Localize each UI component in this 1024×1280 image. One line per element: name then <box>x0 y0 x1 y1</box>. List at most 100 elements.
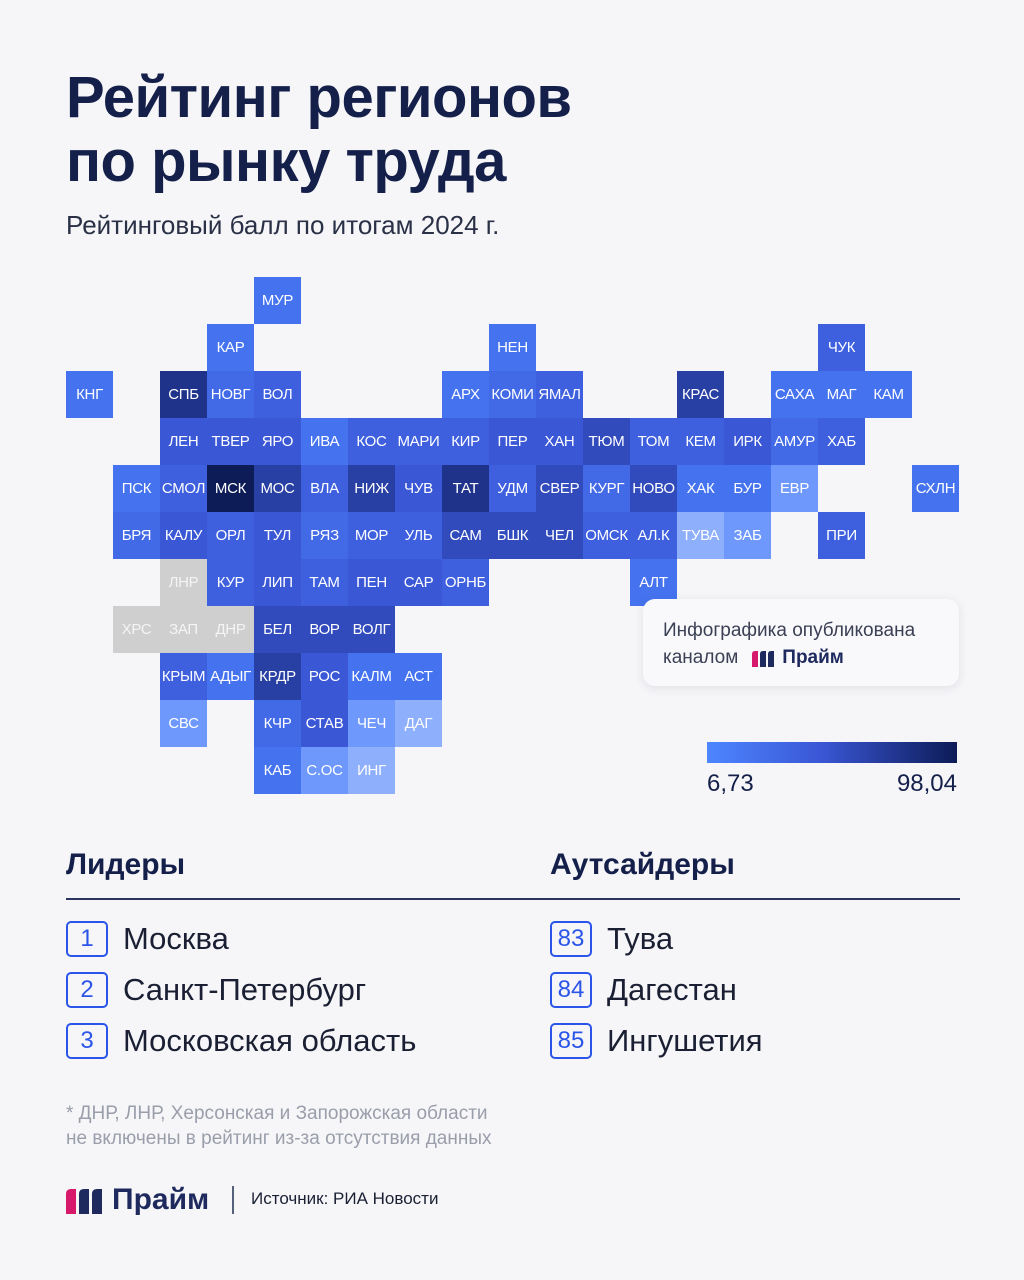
color-scale-bar <box>707 742 957 763</box>
region-tile: ЗАБ <box>724 512 771 559</box>
region-tile: ЛЕН <box>160 418 207 465</box>
prime-logo-small: Прайм <box>752 644 844 671</box>
region-tile: ЧУВ <box>395 465 442 512</box>
region-tile: ВЛА <box>301 465 348 512</box>
region-tile: БРЯ <box>113 512 160 559</box>
region-tile: ДАГ <box>395 700 442 747</box>
region-tile: КРЫМ <box>160 653 207 700</box>
region-tile: ТАТ <box>442 465 489 512</box>
region-tile: МАГ <box>818 371 865 418</box>
region-tile: ПЕР <box>489 418 536 465</box>
region-tile: ДНР <box>207 606 254 653</box>
prime-logo: Прайм <box>66 1183 209 1217</box>
region-tile: КАЛУ <box>160 512 207 559</box>
region-tile: КУРГ <box>583 465 630 512</box>
region-tile: ТВЕР <box>207 418 254 465</box>
scale-max-label: 98,04 <box>896 770 957 797</box>
region-name: Дагестан <box>607 972 737 1007</box>
region-tile: УДМ <box>489 465 536 512</box>
region-tile: КОС <box>348 418 395 465</box>
region-tile: ЯРО <box>254 418 301 465</box>
region-tile: ИНГ <box>348 747 395 794</box>
region-name: Санкт-Петербург <box>123 972 367 1007</box>
region-tile: ХАК <box>677 465 724 512</box>
footer-brand: Прайм <box>112 1183 210 1216</box>
region-tile: БУР <box>724 465 771 512</box>
region-tile: САМ <box>442 512 489 559</box>
region-tile: ЧЕЧ <box>348 700 395 747</box>
region-tile: ТУВА <box>677 512 724 559</box>
leader-row: 3 Московская область <box>66 1023 416 1059</box>
title-line-1: Рейтинг регионов <box>66 65 572 130</box>
region-tile: ОРЛ <box>207 512 254 559</box>
badge-line-2: каналом Прайм <box>663 644 939 671</box>
region-tile: СВС <box>160 700 207 747</box>
region-tile: САХА <box>771 371 818 418</box>
footnote-line-1: * ДНР, ЛНР, Херсонская и Запорожская обл… <box>66 1103 488 1124</box>
region-tile: МОР <box>348 512 395 559</box>
footer-separator <box>232 1186 234 1214</box>
region-tile: БШК <box>489 512 536 559</box>
region-name: Москва <box>123 921 229 956</box>
prime-logo-mark-icon <box>66 1189 102 1214</box>
outsider-row: 83 Тува <box>550 921 673 957</box>
region-tile: НЕН <box>489 324 536 371</box>
publication-badge: Инфографика опубликована каналом Прайм <box>643 599 959 686</box>
badge-prefix: каналом <box>663 647 739 668</box>
region-tile: ЕВР <box>771 465 818 512</box>
region-tile: ОРНБ <box>442 559 489 606</box>
region-tile: НОВО <box>630 465 677 512</box>
title-line-2: по рынку труда <box>66 129 506 194</box>
region-tile: АМУР <box>771 418 818 465</box>
region-tile: КИР <box>442 418 489 465</box>
region-tile: САР <box>395 559 442 606</box>
region-tile: ВОЛГ <box>348 606 395 653</box>
region-tile: РОС <box>301 653 348 700</box>
region-tile: АРХ <box>442 371 489 418</box>
region-tile: МОС <box>254 465 301 512</box>
region-tile: ХРС <box>113 606 160 653</box>
region-tile: СХЛН <box>912 465 959 512</box>
region-tile: МУР <box>254 277 301 324</box>
region-tile: ПСК <box>113 465 160 512</box>
region-tile: РЯЗ <box>301 512 348 559</box>
region-tile: КЕМ <box>677 418 724 465</box>
region-tile: СМОЛ <box>160 465 207 512</box>
leaders-heading: Лидеры <box>66 848 186 881</box>
badge-line-1: Инфографика опубликована <box>663 620 916 641</box>
region-tile: ЧУК <box>818 324 865 371</box>
leader-row: 2 Санкт-Петербург <box>66 972 366 1008</box>
region-tile: НОВГ <box>207 371 254 418</box>
region-tile: КНГ <box>66 371 113 418</box>
region-tile: АЛ.К <box>630 512 677 559</box>
region-tile: НИЖ <box>348 465 395 512</box>
region-tile: ЯМАЛ <box>536 371 583 418</box>
region-name: Ингушетия <box>607 1023 763 1058</box>
region-tile: КАМ <box>865 371 912 418</box>
footnote: * ДНР, ЛНР, Херсонская и Запорожская обл… <box>66 1101 492 1151</box>
badge-brand: Прайм <box>782 647 844 668</box>
region-tile: КАР <box>207 324 254 371</box>
region-tile: ИРК <box>724 418 771 465</box>
region-tile: С.ОС <box>301 747 348 794</box>
region-tile: ТОМ <box>630 418 677 465</box>
prime-logo-mark-icon <box>752 650 775 667</box>
rank-badge: 83 <box>550 921 592 957</box>
region-tile: ПЕН <box>348 559 395 606</box>
region-tile: КРАС <box>677 371 724 418</box>
source-label: Источник: РИА Новости <box>251 1189 439 1208</box>
leader-row: 1 Москва <box>66 921 229 957</box>
region-tile: СТАВ <box>301 700 348 747</box>
region-tile: ЗАП <box>160 606 207 653</box>
region-tile: УЛЬ <box>395 512 442 559</box>
region-tile: ЧЕЛ <box>536 512 583 559</box>
region-tile: ИВА <box>301 418 348 465</box>
rank-badge: 84 <box>550 972 592 1008</box>
region-tile: КАБ <box>254 747 301 794</box>
region-tile: КУР <box>207 559 254 606</box>
region-tile: АСТ <box>395 653 442 700</box>
rank-badge: 85 <box>550 1023 592 1059</box>
region-tile: АДЫГ <box>207 653 254 700</box>
region-tile: КАЛМ <box>348 653 395 700</box>
page-subtitle: Рейтинговый балл по итогам 2024 г. <box>66 210 500 240</box>
